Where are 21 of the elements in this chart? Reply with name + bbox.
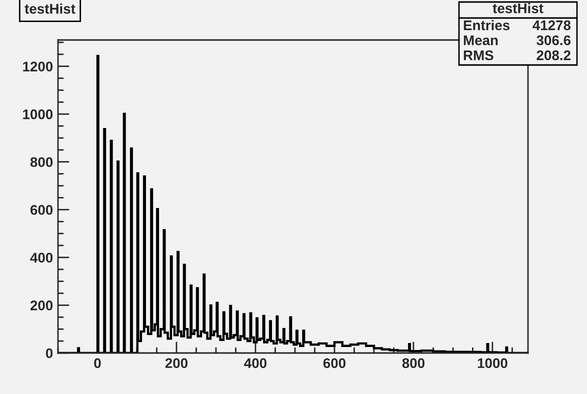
text: 306.6 [536, 35, 570, 46]
y-tick-label: 600 [30, 204, 53, 215]
x-tick-label: 400 [244, 358, 266, 368]
text: 208.2 [536, 50, 570, 60]
y-tick-label: 400 [30, 252, 53, 263]
text: 41278 [532, 20, 571, 30]
y-tick-label: 1000 [23, 109, 53, 120]
y-tick-label: 1200 [23, 62, 53, 72]
annotation: Mean [464, 36, 498, 46]
text: testHist [492, 3, 544, 14]
y-tick-label: 200 [30, 300, 53, 310]
y-tick-label: 800 [30, 157, 53, 168]
x-tick-label: 600 [323, 358, 346, 368]
y-tick-label: 0 [46, 348, 53, 358]
x-tick-label: 800 [402, 358, 424, 368]
x-tick-label: 1000 [478, 358, 508, 368]
x-tick-label: 0 [94, 358, 101, 368]
annotation: RMS [464, 50, 494, 60]
x-tick-label: 200 [165, 358, 188, 368]
text: Entries [464, 20, 510, 30]
chart-title: testHist [24, 4, 76, 14]
